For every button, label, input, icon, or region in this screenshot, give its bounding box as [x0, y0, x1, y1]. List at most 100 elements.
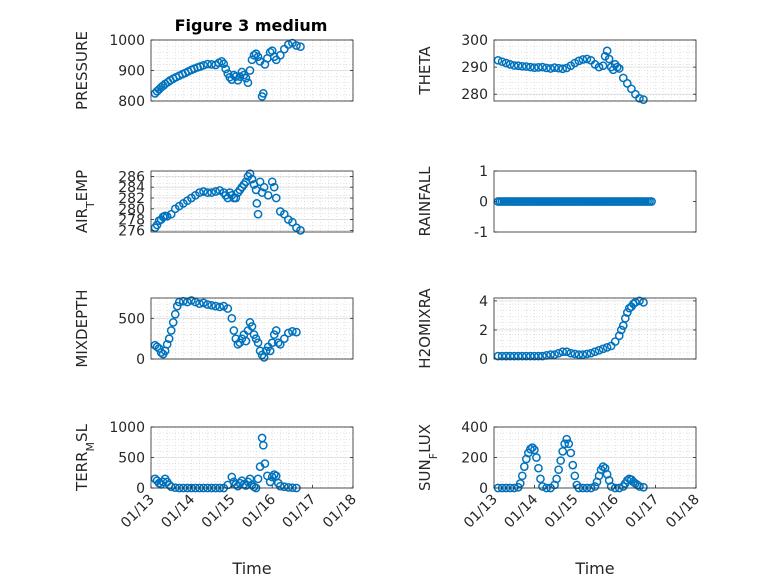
- data-point: [195, 188, 204, 197]
- data-point: [223, 304, 233, 313]
- data-point: [526, 62, 535, 72]
- data-point: [292, 41, 301, 50]
- data-point: [199, 187, 208, 196]
- data-point: [538, 351, 547, 361]
- data-point: [284, 40, 293, 49]
- subplot-terr-msl: 0 500 1000 TERRMSL 01/13 01/14 01/15 01/16 01/17…: [73, 420, 360, 578]
- y-tick-label: 300: [461, 33, 488, 49]
- data-point: [538, 482, 547, 491]
- y-tick-label: 280: [118, 202, 145, 218]
- data-point: [582, 349, 592, 359]
- data-point: [505, 60, 515, 69]
- data-point: [269, 330, 279, 339]
- data-point: [554, 465, 563, 475]
- data-point: [501, 58, 511, 68]
- y-tick-label: 4: [479, 294, 488, 310]
- data-point: [515, 479, 525, 488]
- subplot-h2omixra: 0 2 4 H2OMIXRA: [416, 288, 697, 369]
- figure-title: Figure 3 medium: [175, 16, 328, 35]
- data-point: [570, 349, 580, 359]
- data-point: [156, 348, 166, 357]
- y-axis-label: PRESSURE: [73, 31, 91, 110]
- y-tick-label: 276: [118, 223, 145, 239]
- data-point: [614, 331, 624, 341]
- y-tick-label: 2: [479, 323, 488, 339]
- data-point: [249, 50, 259, 60]
- data-point: [546, 350, 555, 359]
- subplot-pressure: 800 900 1000 PRESSURE: [73, 31, 354, 110]
- data-point: [552, 474, 561, 484]
- data-point: [247, 322, 257, 331]
- data-point: [530, 63, 539, 73]
- axes-box: [150, 170, 354, 233]
- data-point: [288, 217, 297, 227]
- data-point: [253, 209, 263, 219]
- series-markers: [493, 296, 648, 361]
- subplot-mixdepth: 0 500 MIXDEPTH: [73, 289, 354, 368]
- data-point: [586, 348, 596, 358]
- data-point: [170, 309, 180, 319]
- data-point: [566, 348, 576, 358]
- y-tick-label: -1: [474, 225, 488, 241]
- data-point: [231, 193, 241, 203]
- y-tick-label: 1: [479, 164, 488, 180]
- x-tick-label: 01/18: [320, 492, 360, 532]
- data-point: [271, 326, 281, 335]
- data-point: [168, 318, 178, 327]
- y-tick-label: 800: [118, 94, 145, 110]
- data-point: [166, 326, 176, 335]
- data-point: [263, 190, 273, 200]
- data-point: [562, 434, 572, 444]
- data-point: [631, 298, 640, 307]
- y-tick-label: 282: [118, 191, 145, 207]
- data-point: [251, 334, 261, 344]
- data-point: [622, 476, 632, 485]
- y-tick-label: 500: [118, 451, 145, 467]
- data-point: [253, 338, 263, 348]
- data-point: [191, 297, 200, 307]
- data-point: [509, 351, 519, 361]
- data-point: [215, 302, 225, 312]
- data-point: [562, 347, 572, 357]
- data-point: [235, 72, 245, 81]
- data-point: [519, 462, 529, 471]
- data-point: [260, 459, 270, 468]
- data-point: [578, 350, 588, 359]
- data-point: [199, 298, 208, 308]
- y-tick-label: 1000: [109, 33, 145, 49]
- data-point: [253, 52, 263, 62]
- data-point: [550, 63, 559, 73]
- data-point: [265, 477, 275, 487]
- data-point: [594, 345, 604, 355]
- data-point: [292, 327, 301, 337]
- data-point: [568, 460, 578, 470]
- data-point: [275, 481, 285, 491]
- data-point: [284, 483, 293, 492]
- data-point: [497, 57, 507, 67]
- y-tick-label: 0: [479, 352, 488, 368]
- data-point: [249, 330, 259, 339]
- data-point: [211, 187, 220, 196]
- data-point: [252, 199, 262, 208]
- x-axis-label: Time: [231, 559, 271, 578]
- data-point: [558, 447, 568, 456]
- data-point: [229, 326, 239, 335]
- y-axis-label: RAINFALL: [416, 166, 434, 237]
- data-point: [574, 56, 584, 66]
- data-point: [241, 336, 251, 346]
- data-point: [166, 209, 176, 219]
- data-point: [279, 209, 289, 219]
- data-point: [594, 62, 604, 72]
- data-point: [635, 482, 644, 491]
- data-point: [530, 351, 539, 361]
- data-point: [509, 61, 519, 70]
- data-point: [258, 440, 268, 450]
- y-tick-label: 280: [461, 87, 488, 103]
- data-point: [243, 78, 253, 88]
- data-point: [517, 471, 527, 481]
- data-point: [513, 351, 523, 361]
- data-point: [627, 84, 636, 94]
- data-point: [590, 347, 600, 357]
